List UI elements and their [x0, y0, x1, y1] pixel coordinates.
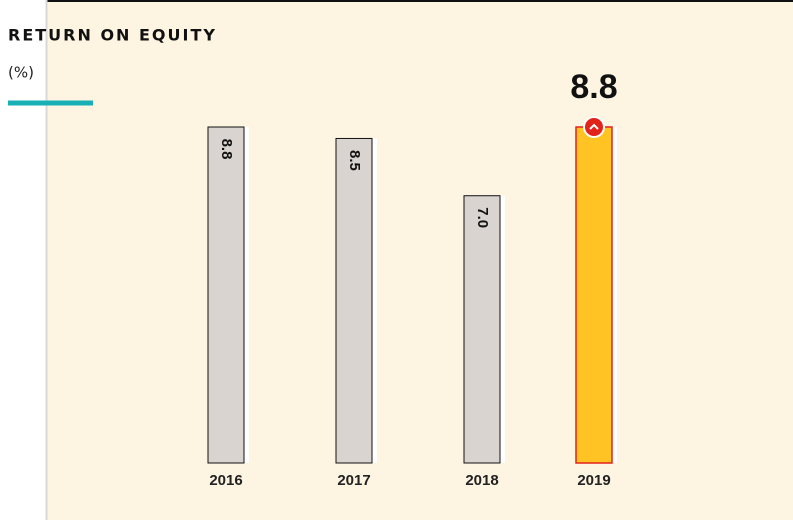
bar-shadow — [244, 127, 249, 463]
value-label: 8.5 — [346, 150, 363, 171]
value-label: 7.0 — [474, 207, 491, 228]
bar — [575, 126, 613, 464]
bar — [463, 195, 501, 464]
chart-title: RETURN ON EQUITY — [8, 26, 217, 45]
x-tick-label: 2016 — [209, 472, 242, 489]
x-tick-label: 2018 — [465, 472, 498, 489]
chart-subtitle: (%) — [8, 64, 34, 82]
value-label: 8.8 — [218, 139, 235, 160]
bar-shadow — [372, 138, 377, 464]
background — [46, 0, 793, 520]
bar — [207, 126, 245, 464]
increase-icon — [583, 116, 605, 138]
chevron — [589, 123, 599, 130]
bar-shadow — [612, 127, 617, 463]
bar — [335, 137, 373, 464]
bar-shadow — [500, 195, 505, 463]
x-tick-label: 2019 — [577, 472, 610, 489]
x-tick-label: 2017 — [337, 472, 370, 489]
value-label: 8.8 — [570, 68, 617, 106]
